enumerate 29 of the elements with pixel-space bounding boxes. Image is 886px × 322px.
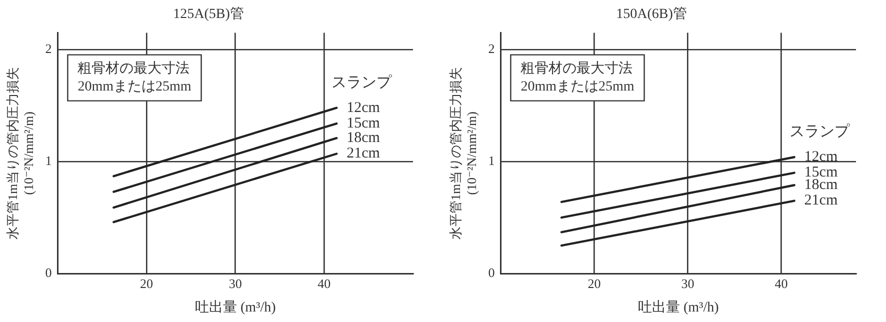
series-label: 12cm [346, 100, 380, 116]
series-label: 21cm [804, 192, 838, 209]
annotation: 粗骨材の最大寸法 20mmまたは25mm [520, 60, 634, 94]
chart-title: 150A(6B)管 [616, 6, 687, 22]
legend-title: スランプ [789, 123, 850, 140]
annotation: 粗骨材の最大寸法 20mmまたは25mm [78, 60, 192, 94]
series-label: 12cm [804, 149, 838, 166]
y-tick-label: 2 [488, 41, 495, 56]
y-tick-label: 1 [488, 153, 495, 168]
y-tick-label: 2 [45, 41, 52, 56]
series-label: 15cm [346, 115, 380, 132]
y-tick-label: 0 [45, 265, 52, 280]
series-label: 18cm [804, 177, 838, 194]
chart-title: 125A(5B)管 [173, 6, 244, 22]
x-axis-title: 吐出量 (m³/h) [638, 299, 720, 316]
x-axis-title: 吐出量 (m³/h) [194, 299, 276, 316]
legend-title: スランプ [332, 74, 393, 91]
x-tick-label: 30 [681, 276, 694, 291]
series-label: 18cm [346, 130, 380, 146]
x-tick-label: 20 [140, 276, 154, 291]
y-axis-title: 水平管1m当りの管内圧力損失 (10⁻²N/mm²/m) [448, 66, 479, 240]
y-axis-title: 水平管1m当りの管内圧力損失 (10⁻²N/mm²/m) [5, 66, 36, 240]
series-label: 21cm [346, 146, 380, 162]
x-tick-label: 40 [774, 276, 788, 291]
x-tick-label: 20 [588, 276, 601, 291]
x-tick-label: 30 [228, 276, 242, 291]
y-tick-label: 1 [45, 153, 52, 168]
x-tick-label: 40 [318, 276, 331, 291]
y-tick-label: 0 [488, 265, 495, 280]
